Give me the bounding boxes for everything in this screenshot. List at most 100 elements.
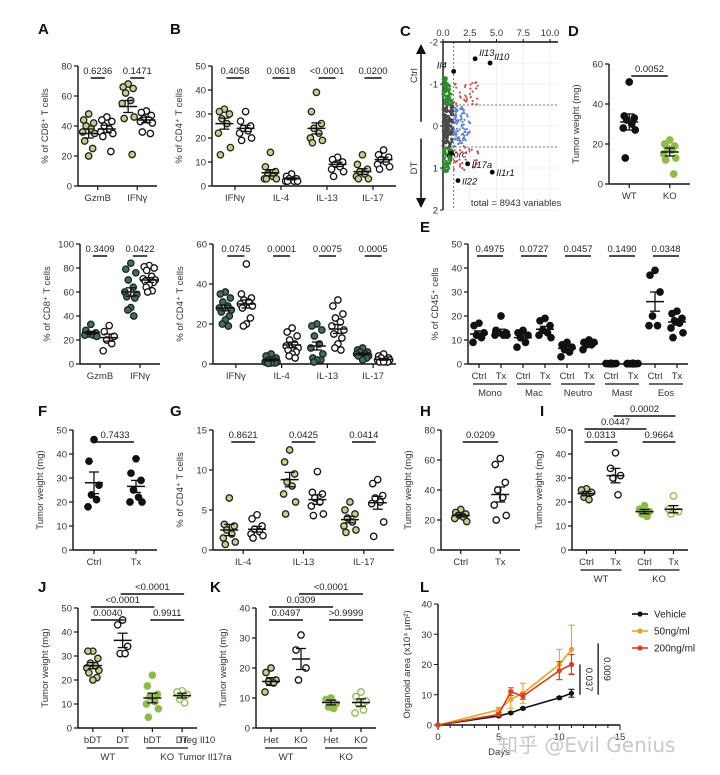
data-point (98, 132, 107, 141)
volcano-point (471, 81, 474, 85)
data-point (667, 324, 675, 332)
volcano-point (454, 134, 458, 137)
y-tick-label: 10 (196, 466, 207, 477)
data-point (129, 84, 138, 93)
data-group (328, 296, 348, 354)
y-tick-label: 0 (69, 360, 74, 371)
volcano-point (458, 138, 461, 141)
panel-letter: G (170, 403, 182, 420)
volcano-point (463, 168, 466, 172)
data-point (246, 314, 255, 322)
volcano-point (461, 151, 464, 154)
y-axis-label: Tumor weight (mg) (35, 450, 46, 529)
data-point (294, 676, 303, 684)
volcano-point (446, 163, 450, 167)
data-group (261, 350, 281, 368)
data-group (606, 448, 625, 499)
data-point (508, 710, 514, 716)
p-value: <0.0001 (314, 582, 349, 593)
data-point (297, 631, 305, 639)
y-tick-label: 20 (61, 152, 72, 163)
data-point (173, 688, 181, 696)
data-point (359, 706, 368, 714)
y-tick-label: 20 (56, 498, 67, 509)
data-point (353, 160, 362, 169)
data-point (318, 136, 327, 145)
panel-letter: I (540, 403, 544, 420)
volcano-point (450, 139, 454, 143)
data-group (635, 501, 654, 521)
x-tick-label: IFNγ (225, 193, 245, 204)
data-group (80, 320, 101, 341)
legend-marker (637, 628, 643, 634)
legend-label: 200ng/ml (654, 644, 695, 655)
data-point (221, 540, 230, 549)
data-group (281, 170, 302, 186)
data-point (327, 165, 336, 174)
volcano-point (443, 88, 447, 92)
volcano-point (446, 88, 450, 92)
data-group (282, 324, 302, 362)
y-tick-label: -2 (430, 38, 438, 49)
data-point (435, 722, 441, 728)
volcano-point (454, 118, 457, 121)
y-axis-label: % of CD8⁺ T cells (40, 88, 51, 164)
data-point (84, 110, 93, 118)
volcano-point (452, 132, 455, 135)
data-group (667, 307, 687, 342)
panel-letter: B (170, 21, 181, 38)
p-value: 0.0002 (630, 404, 659, 415)
data-point (280, 458, 289, 466)
data-group (373, 146, 394, 174)
volcano-point (449, 113, 453, 117)
data-point (123, 642, 132, 651)
volcano-point (456, 159, 459, 163)
volcano-point (450, 99, 454, 103)
y-tick-label: 0 (67, 724, 72, 735)
data-point (379, 146, 388, 154)
volcano-point (454, 132, 457, 136)
gene-point (487, 60, 493, 66)
panel-letter: A (38, 21, 49, 38)
volcano-point (475, 162, 478, 166)
p-value: 0.0209 (466, 430, 495, 441)
data-point (614, 490, 622, 499)
y-axis-label: Tumor weight (mg) (534, 450, 545, 529)
y-tick-label: 40 (239, 604, 250, 615)
data-point (496, 711, 502, 718)
data-point (128, 150, 137, 159)
x-tick-label: GzmB (85, 193, 111, 204)
volcano-point (444, 113, 448, 117)
data-point (283, 478, 291, 486)
y-tick-label: -1 (430, 80, 438, 91)
y-tick-label: 30 (56, 474, 67, 485)
panel-letter: E (420, 219, 430, 236)
data-point (113, 620, 122, 629)
volcano-point (441, 139, 445, 143)
x-tick-label: Tx (496, 371, 507, 382)
volcano-point (464, 94, 467, 97)
y-tick-label: 0 (67, 182, 72, 193)
x-tick-label: GzmB (87, 371, 113, 382)
y-tick-label: 10 (239, 694, 250, 705)
x-tick-label: Ctrl (560, 371, 575, 382)
data-point (337, 346, 345, 354)
data-group (247, 510, 267, 542)
y-tick-label: 0 (430, 546, 435, 557)
data-group (352, 150, 373, 183)
data-point (310, 332, 319, 340)
volcano-point (446, 115, 450, 119)
volcano-point (458, 149, 462, 152)
data-point (319, 510, 328, 518)
data-point (225, 494, 234, 502)
data-point (236, 117, 245, 126)
data-point (183, 690, 191, 699)
volcano-point (455, 151, 458, 154)
y-tick-label: 0 (62, 546, 67, 557)
gene-point (451, 69, 457, 74)
data-point (497, 312, 505, 320)
x-tick-label: IL-17 (362, 371, 384, 382)
volcano-point (441, 89, 445, 93)
volcano-point (450, 106, 454, 110)
